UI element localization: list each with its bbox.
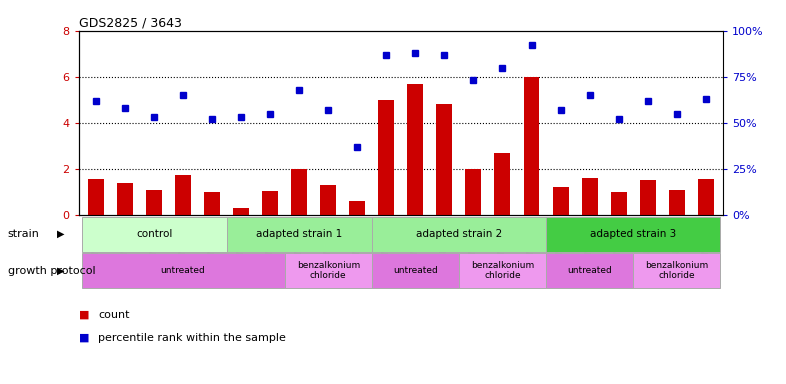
Bar xyxy=(321,185,336,215)
Text: ▶: ▶ xyxy=(57,229,64,239)
Text: control: control xyxy=(136,229,172,239)
Text: benzalkonium
chloride: benzalkonium chloride xyxy=(645,261,708,280)
Bar xyxy=(523,77,539,215)
Bar xyxy=(436,104,453,215)
Bar xyxy=(88,179,104,215)
Text: adapted strain 3: adapted strain 3 xyxy=(590,229,676,239)
Bar xyxy=(582,178,597,215)
Text: GDS2825 / 3643: GDS2825 / 3643 xyxy=(79,17,182,30)
Text: adapted strain 1: adapted strain 1 xyxy=(256,229,343,239)
Text: growth protocol: growth protocol xyxy=(8,266,95,276)
Bar xyxy=(263,191,278,215)
Text: untreated: untreated xyxy=(567,266,612,275)
Bar xyxy=(465,169,481,215)
Text: strain: strain xyxy=(8,229,40,239)
Text: benzalkonium
chloride: benzalkonium chloride xyxy=(471,261,534,280)
Bar xyxy=(204,192,220,215)
Bar xyxy=(233,208,249,215)
Bar xyxy=(494,153,510,215)
Text: percentile rank within the sample: percentile rank within the sample xyxy=(98,333,286,343)
Text: untreated: untreated xyxy=(393,266,438,275)
Bar xyxy=(407,84,424,215)
Bar xyxy=(349,201,365,215)
Text: untreated: untreated xyxy=(161,266,205,275)
Text: count: count xyxy=(98,310,130,320)
Text: ▶: ▶ xyxy=(57,266,64,276)
Text: ■: ■ xyxy=(79,310,89,320)
Text: ■: ■ xyxy=(79,333,89,343)
Bar xyxy=(146,190,162,215)
Bar xyxy=(175,175,191,215)
Text: benzalkonium
chloride: benzalkonium chloride xyxy=(296,261,360,280)
Bar xyxy=(553,187,568,215)
Bar xyxy=(378,100,395,215)
Bar xyxy=(611,192,626,215)
Bar xyxy=(117,183,133,215)
Bar xyxy=(640,180,656,215)
Bar xyxy=(698,179,714,215)
Bar xyxy=(292,169,307,215)
Bar xyxy=(669,190,685,215)
Text: adapted strain 2: adapted strain 2 xyxy=(416,229,502,239)
